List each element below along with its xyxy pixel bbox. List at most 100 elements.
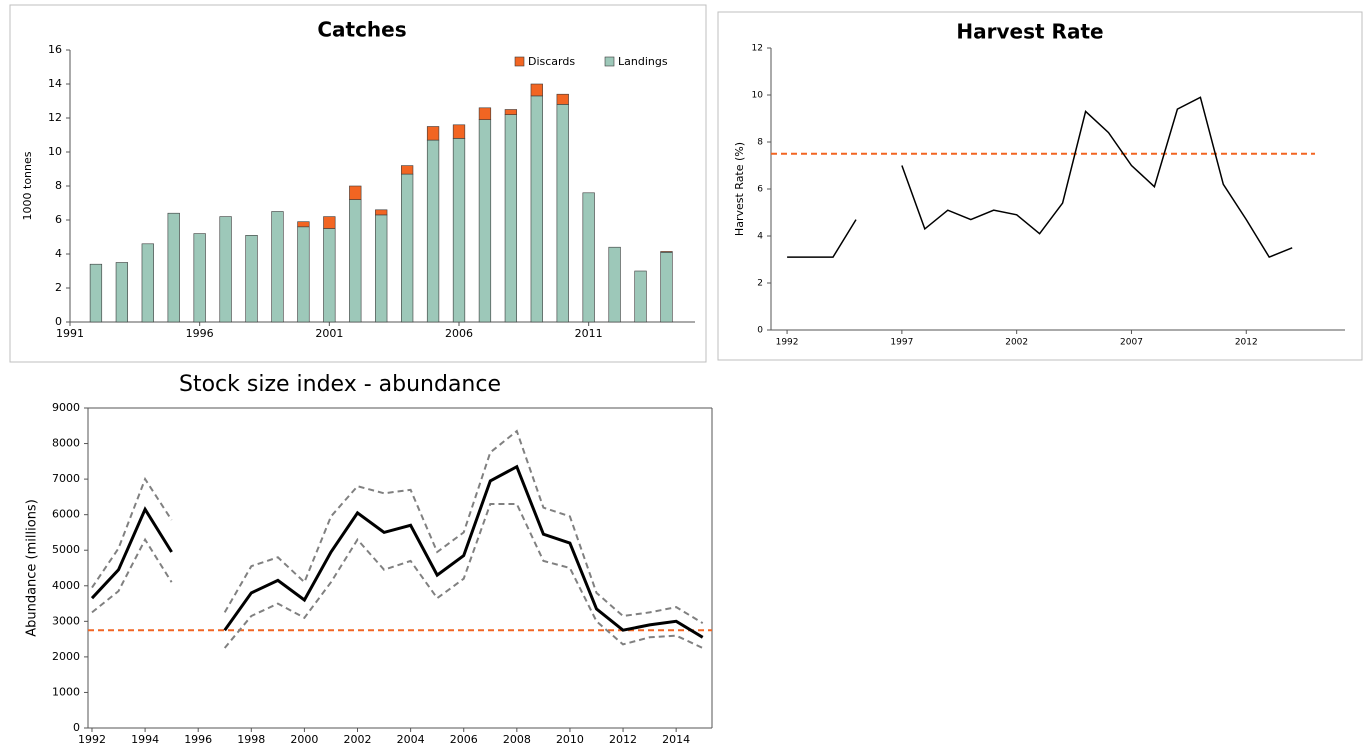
y-tick-label: 2000 [52, 650, 80, 663]
bar-segment [167, 212, 180, 323]
bar-segment [245, 235, 258, 323]
line-series [90, 464, 704, 639]
bar-segment [271, 211, 284, 323]
bar-segment [452, 138, 466, 323]
y-tick-label: 8 [757, 138, 763, 148]
y-tick-label: 6000 [52, 508, 80, 521]
x-tick-label: 2008 [503, 733, 531, 746]
bar-segment [297, 221, 310, 228]
x-tick-label: 1994 [131, 733, 159, 746]
x-tick-label: 2000 [290, 733, 318, 746]
x-tick-label: 2010 [556, 733, 584, 746]
bar-segment [530, 83, 543, 97]
y-tick-label: 1000 [52, 685, 80, 698]
bar-segment [426, 139, 440, 323]
y-tick-label: 4 [757, 232, 763, 242]
bar-segment [219, 216, 232, 323]
x-tick-label: 1998 [237, 733, 265, 746]
y-tick-label: 9000 [52, 401, 80, 414]
y-tick-label: 0 [55, 315, 62, 328]
bar-segment [323, 216, 336, 229]
bar-segment [556, 93, 569, 105]
line-series [91, 503, 704, 649]
y-tick-label: 3000 [52, 614, 80, 627]
bar-segment [401, 165, 414, 175]
bar-segment [375, 214, 388, 323]
x-tick-label: 1996 [186, 327, 214, 340]
bar-segment [478, 119, 492, 323]
bar-segment [660, 251, 673, 253]
line-series [787, 96, 1293, 259]
bar-segment [452, 124, 466, 139]
y-tick-label: 12 [48, 111, 62, 124]
bar-segment [297, 226, 310, 323]
bar-segment [323, 228, 336, 323]
bar-segment [375, 209, 388, 216]
y-tick-label: 2 [55, 281, 62, 294]
x-tick-label: 2006 [450, 733, 478, 746]
legend-swatch [604, 56, 615, 67]
chart-title: Harvest Rate [956, 20, 1103, 44]
bar-segment [193, 233, 206, 323]
x-tick-label: 2002 [1005, 338, 1028, 348]
bar-segment [478, 107, 492, 121]
legend-label: Discards [528, 55, 575, 68]
y-axis-label: Harvest Rate (%) [733, 142, 746, 236]
y-tick-label: 8000 [52, 437, 80, 450]
y-tick-label: 10 [48, 145, 62, 158]
y-tick-label: 10 [752, 91, 764, 101]
y-tick-label: 6 [55, 213, 62, 226]
chart-title: Catches [317, 18, 406, 42]
chart-frame [9, 4, 707, 363]
x-tick-label: 2012 [1235, 338, 1258, 348]
x-tick-label: 1997 [890, 338, 913, 348]
x-tick-label: 1996 [184, 733, 212, 746]
y-tick-label: 0 [757, 326, 763, 336]
legend-swatch [514, 56, 525, 67]
y-tick-label: 0 [73, 721, 80, 734]
x-tick-label: 2014 [662, 733, 690, 746]
x-tick-label: 1992 [78, 733, 106, 746]
bar-segment [401, 173, 414, 323]
x-tick-label: 2011 [575, 327, 603, 340]
y-tick-label: 12 [752, 44, 763, 54]
bar-segment [608, 246, 621, 323]
chart-title: Stock size index - abundance [179, 372, 501, 397]
x-tick-label: 1991 [56, 327, 84, 340]
bar-segment [582, 192, 595, 323]
y-axis-label: 1000 tonnes [21, 151, 34, 220]
x-tick-label: 2006 [445, 327, 473, 340]
x-tick-label: 2004 [397, 733, 425, 746]
y-tick-label: 6 [757, 185, 763, 195]
y-tick-label: 16 [48, 43, 62, 56]
bar-segment [556, 104, 569, 323]
line-series [91, 429, 704, 624]
y-tick-label: 7000 [52, 472, 80, 485]
bar-segment [530, 95, 543, 323]
bar-segment [115, 262, 129, 323]
y-tick-label: 8 [55, 179, 62, 192]
bar-segment [89, 263, 103, 323]
y-tick-label: 5000 [52, 543, 80, 556]
bar-segment [349, 185, 362, 200]
bar-segment [660, 252, 673, 323]
x-tick-label: 1992 [776, 338, 799, 348]
bar-segment [504, 109, 518, 115]
x-tick-label: 2001 [315, 327, 343, 340]
chart-frame [717, 11, 1363, 361]
y-tick-label: 2 [757, 279, 763, 289]
y-axis-label: Abundance (millions) [25, 499, 40, 637]
bar-segment [634, 270, 647, 323]
y-tick-label: 4 [55, 247, 62, 260]
x-tick-label: 2012 [609, 733, 637, 746]
y-tick-label: 4000 [52, 579, 80, 592]
y-tick-label: 14 [48, 77, 62, 90]
x-tick-label: 2007 [1120, 338, 1143, 348]
x-tick-label: 2002 [344, 733, 372, 746]
bar-segment [141, 243, 154, 323]
bar-segment [504, 114, 518, 323]
legend-label: Landings [618, 55, 668, 68]
bar-segment [426, 126, 440, 141]
bar-segment [349, 199, 362, 323]
